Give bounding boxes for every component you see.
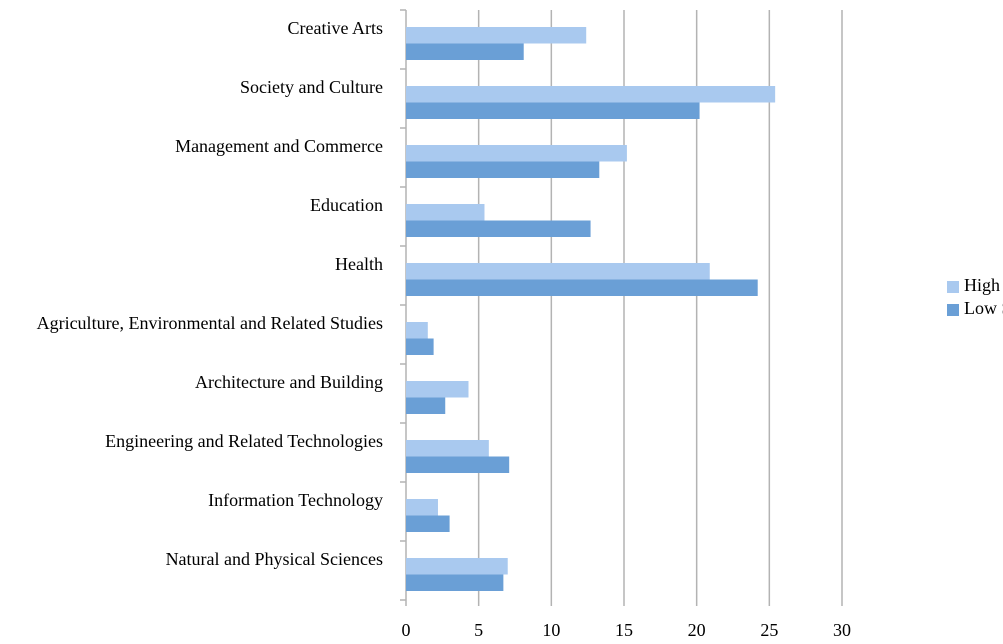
bar bbox=[406, 27, 587, 44]
x-tick-label: 30 bbox=[833, 620, 851, 640]
bar bbox=[406, 499, 438, 516]
bar bbox=[406, 381, 469, 398]
bar bbox=[406, 574, 504, 591]
y-tick-label: Creative Arts bbox=[287, 18, 383, 38]
bar bbox=[406, 86, 776, 103]
bar bbox=[406, 102, 700, 119]
y-tick-label: Natural and Physical Sciences bbox=[165, 549, 383, 569]
x-tick-label: 5 bbox=[474, 620, 483, 640]
legend-swatch bbox=[947, 281, 959, 293]
legend-swatch bbox=[947, 304, 959, 316]
bar bbox=[406, 145, 627, 162]
y-tick-label: Architecture and Building bbox=[195, 372, 383, 392]
x-tick-label: 25 bbox=[760, 620, 778, 640]
y-tick-label: Education bbox=[310, 195, 383, 215]
bar bbox=[406, 43, 524, 60]
bar bbox=[406, 161, 600, 178]
legend-label: High SES bbox=[964, 275, 1003, 295]
bar bbox=[406, 279, 758, 296]
y-tick-label: Management and Commerce bbox=[175, 136, 383, 156]
x-tick-label: 15 bbox=[615, 620, 633, 640]
x-tick-label: 20 bbox=[688, 620, 706, 640]
bar bbox=[406, 558, 508, 575]
bar bbox=[406, 263, 710, 280]
bar bbox=[406, 204, 485, 221]
y-tick-label: Agriculture, Environmental and Related S… bbox=[36, 313, 383, 333]
bar bbox=[406, 440, 489, 457]
bar bbox=[406, 322, 428, 339]
y-tick-label: Health bbox=[335, 254, 383, 274]
bar bbox=[406, 338, 434, 355]
bar bbox=[406, 397, 446, 414]
y-tick-label: Society and Culture bbox=[240, 77, 383, 97]
bar bbox=[406, 220, 591, 237]
y-tick-label: Engineering and Related Technologies bbox=[105, 431, 383, 451]
x-tick-label: 0 bbox=[402, 620, 411, 640]
bar bbox=[406, 515, 450, 532]
legend-label: Low SES bbox=[964, 298, 1003, 318]
x-tick-label: 10 bbox=[542, 620, 560, 640]
bar bbox=[406, 456, 510, 473]
y-tick-label: Information Technology bbox=[208, 490, 383, 510]
